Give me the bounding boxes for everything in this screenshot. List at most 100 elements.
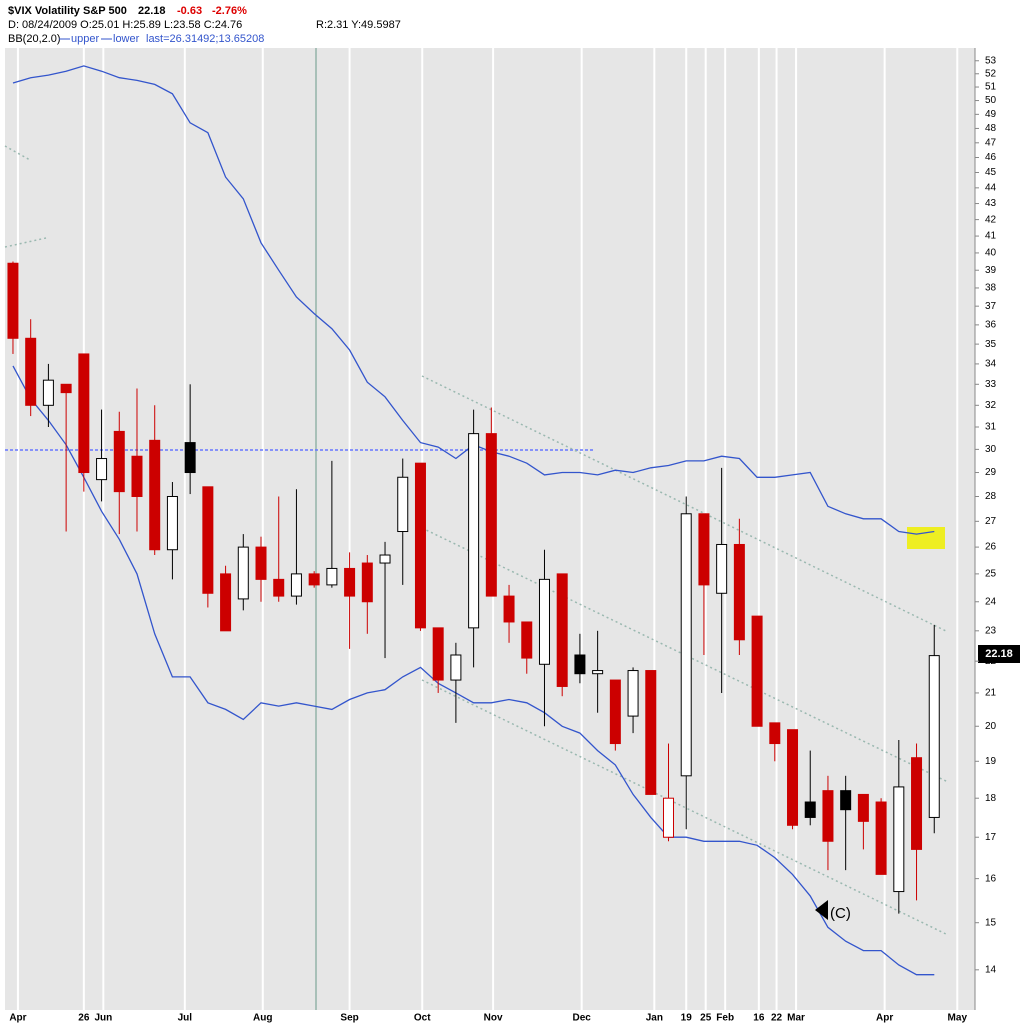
x-tick-label: Sep — [340, 1013, 358, 1024]
candle-body — [698, 513, 710, 586]
x-tick-label: Jun — [94, 1013, 112, 1024]
trend-line — [4, 237, 47, 248]
change-pct: -2.76% — [212, 5, 247, 17]
x-tick-label: May — [948, 1013, 968, 1024]
candle-body — [503, 595, 515, 623]
x-tick-label: Feb — [716, 1013, 734, 1024]
candle-body — [149, 439, 161, 551]
bb-last: last=26.31492;13.65208 — [146, 33, 264, 45]
y-tick-label: 32 — [985, 400, 997, 411]
candle-body — [78, 353, 90, 474]
y-tick-label: 29 — [985, 467, 997, 478]
candle-body — [733, 543, 745, 641]
candle-body — [237, 546, 249, 600]
x-tick-label: Apr — [9, 1013, 26, 1024]
candle-body — [751, 615, 763, 727]
candle-body — [432, 627, 444, 681]
annotation: (C) — [830, 905, 851, 922]
bar-info: D: 08/24/2009 O:25.01 H:25.89 L:23.58 C:… — [8, 19, 242, 31]
candle-body — [521, 621, 533, 659]
x-tick-label: Nov — [484, 1013, 503, 1024]
y-tick-label: 14 — [985, 964, 997, 975]
symbol: $VIX Volatility S&P 500 — [8, 5, 127, 17]
y-tick-label: 52 — [985, 68, 997, 79]
trend-lines — [4, 145, 949, 936]
y-tick-label: 45 — [985, 167, 997, 178]
candle-body — [414, 462, 426, 629]
candle-body — [875, 801, 887, 875]
candle-body — [485, 433, 497, 597]
candle-body — [893, 786, 905, 893]
marks — [7, 65, 940, 976]
y-tick-label: 28 — [985, 491, 997, 502]
y-tick-label: 25 — [985, 569, 997, 580]
y-tick-label: 50 — [985, 95, 997, 106]
x-tick-label: Mar — [787, 1013, 805, 1024]
y-tick-label: 30 — [985, 444, 997, 455]
last: 22.18 — [138, 5, 166, 17]
candle-body — [202, 486, 214, 594]
candle-body — [857, 793, 869, 822]
candle-body — [787, 729, 799, 826]
candle-body — [662, 797, 674, 838]
y-tick-label: 43 — [985, 198, 997, 209]
candle-body — [468, 433, 480, 629]
x-tick-label: Jul — [178, 1013, 193, 1024]
x-tick-label: Jan — [646, 1013, 663, 1024]
candle-body — [397, 476, 409, 533]
y-tick-label: 18 — [985, 793, 997, 804]
candle-body — [131, 455, 143, 497]
candle-body — [911, 757, 923, 850]
y-tick-label: 34 — [985, 359, 997, 370]
candle-body — [96, 458, 108, 481]
candle-body — [627, 670, 639, 717]
x-tick-label: Aug — [253, 1013, 272, 1024]
candle-body — [928, 655, 940, 818]
legend-lower: lower — [113, 33, 140, 45]
candle-body — [556, 573, 568, 687]
x-tick-label: 16 — [753, 1013, 765, 1024]
candle-body — [184, 442, 196, 474]
candle-body — [645, 670, 657, 795]
y-tick-label: 17 — [985, 832, 997, 843]
x-tick-label: 26 — [78, 1013, 90, 1024]
y-tick-label: 48 — [985, 123, 997, 134]
y-tick-label: 20 — [985, 721, 997, 732]
y-tick-label: 36 — [985, 320, 997, 331]
y-tick-label: 31 — [985, 422, 997, 433]
y-tick-label: 41 — [985, 231, 997, 242]
y-tick-label: 27 — [985, 516, 997, 527]
y-tick-label: 47 — [985, 137, 997, 148]
trend-line — [421, 527, 949, 783]
y-tick-label: 44 — [985, 182, 997, 193]
candle-body — [7, 262, 19, 339]
candle-body — [255, 546, 267, 580]
y-tick-label: 21 — [985, 688, 997, 699]
candle-body — [60, 383, 72, 394]
x-tick-label: 25 — [700, 1013, 712, 1024]
y-tick-label: 38 — [985, 283, 997, 294]
ry-info: R:2.31 Y:49.5987 — [316, 19, 401, 31]
candle-body — [716, 543, 728, 594]
y-tick-label: 46 — [985, 152, 997, 163]
candle-body — [290, 573, 302, 597]
candle-body — [344, 567, 356, 597]
y-tick-label: 16 — [985, 873, 997, 884]
y-tick-label: 23 — [985, 625, 997, 636]
candle-body — [379, 554, 391, 564]
y-tick-label: 42 — [985, 214, 997, 225]
y-tick-label: 24 — [985, 596, 997, 607]
annotation-arrow — [815, 900, 828, 920]
candle-body — [220, 573, 232, 632]
candle-body — [609, 679, 621, 745]
last-price-label: 22.18 — [985, 648, 1013, 660]
candle-body — [450, 654, 462, 681]
candle-body — [326, 567, 338, 586]
y-tick-label: 35 — [985, 339, 997, 350]
last-price-box — [978, 645, 1020, 663]
y-tick-label: 51 — [985, 82, 997, 93]
change: -0.63 — [177, 5, 202, 17]
candle-body — [538, 578, 550, 665]
candle-body — [680, 513, 692, 777]
y-tick-label: 53 — [985, 55, 997, 66]
